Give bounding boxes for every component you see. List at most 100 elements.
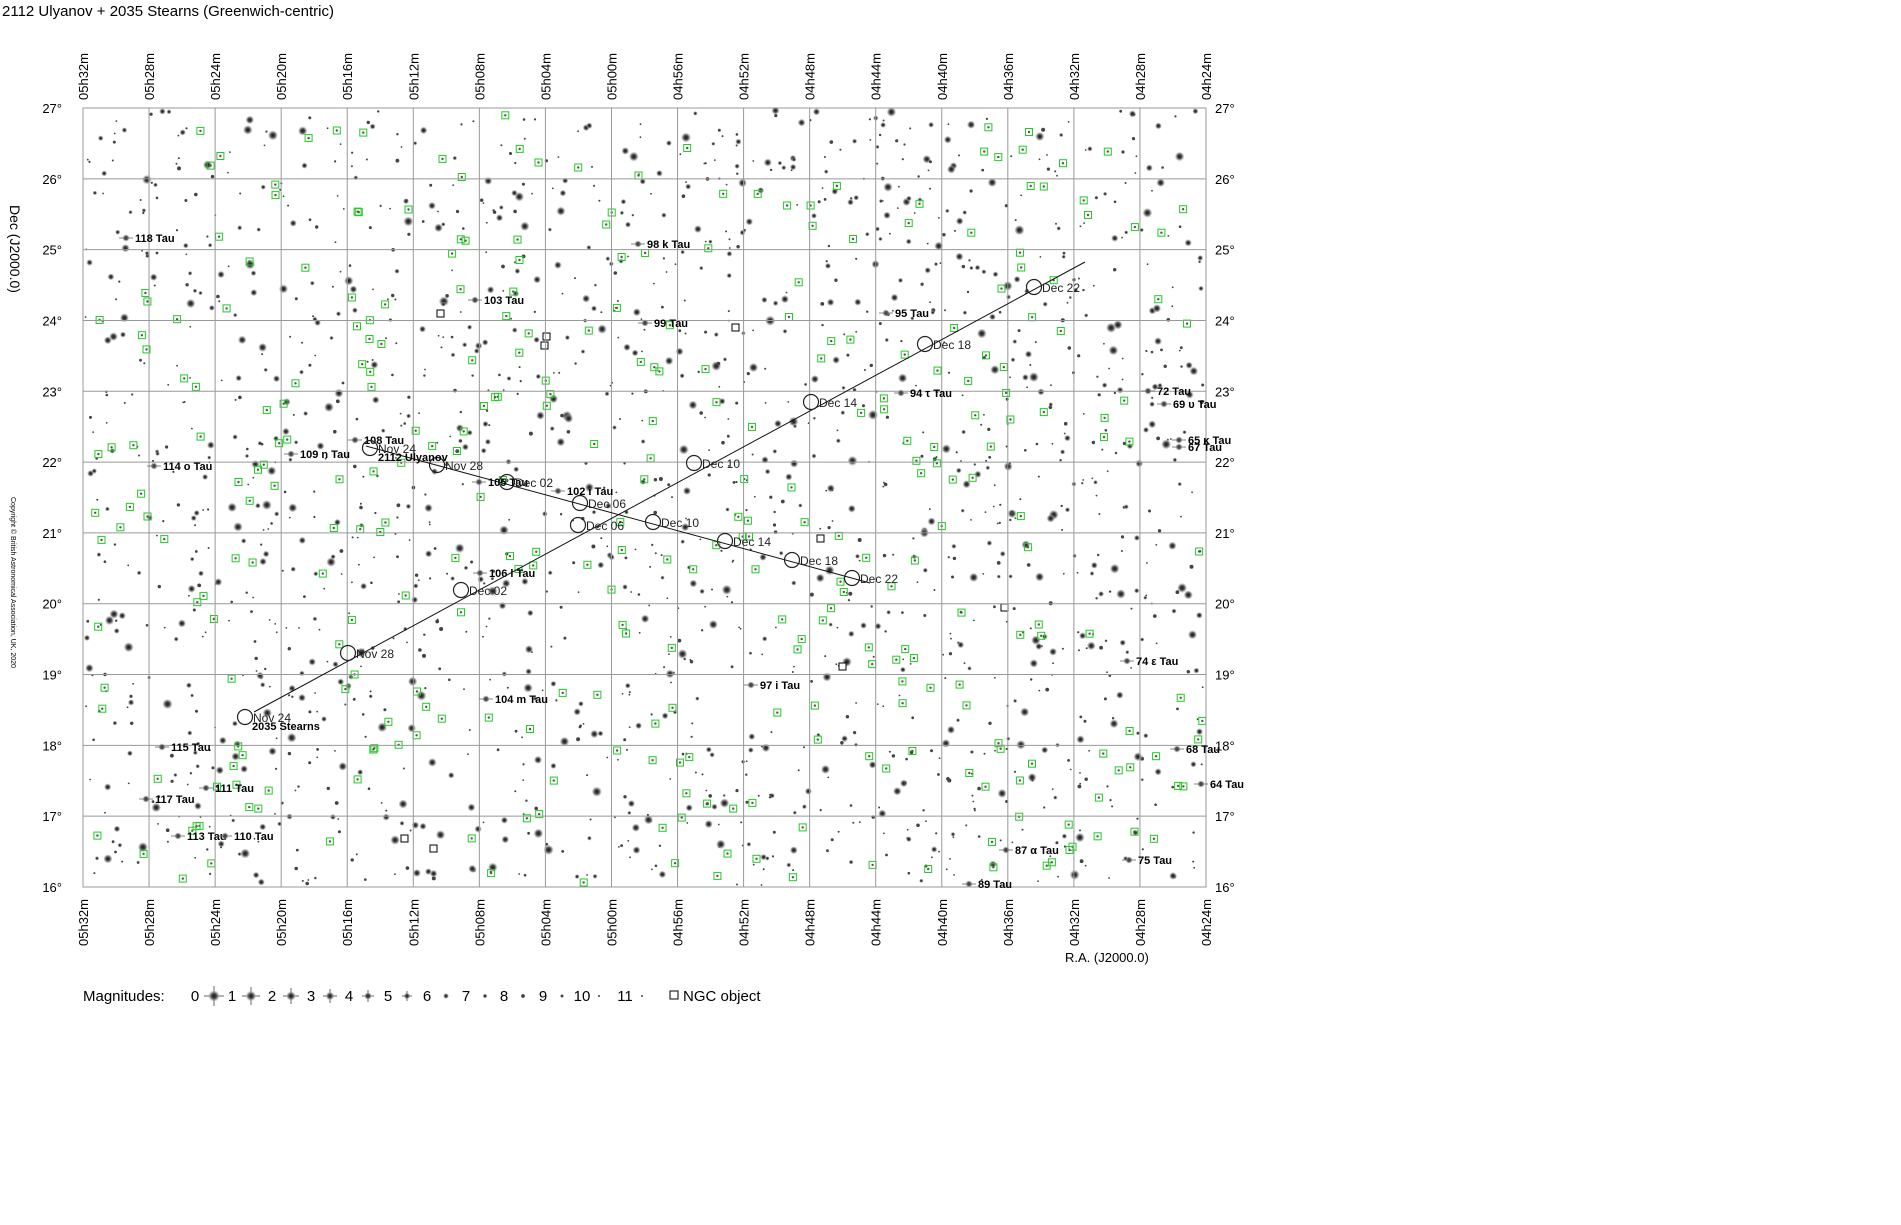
star [1081,482,1084,485]
ra-tick-label: 05h24m [208,899,223,946]
star [700,629,704,632]
star [232,720,238,727]
galaxy-dot [230,677,233,680]
star [826,484,835,493]
star [1151,396,1154,399]
star [103,560,107,563]
star [370,361,379,369]
star [684,332,687,335]
galaxy-dot [811,224,814,227]
star [451,269,453,272]
star [955,252,964,261]
star [550,762,557,769]
star [938,757,941,760]
star [574,874,580,879]
galaxy-marker [810,701,819,710]
star [326,127,329,130]
star [1167,438,1169,441]
star [829,140,834,144]
star [1012,607,1016,611]
star [303,411,308,416]
star [951,543,957,549]
star [679,153,682,156]
dec-tick-label: 26° [1215,172,1235,187]
galaxy-marker [318,569,327,578]
star [419,325,426,333]
star [630,591,633,593]
star [371,359,374,361]
star [294,297,298,301]
galaxy-marker [671,859,680,868]
star [269,685,271,688]
star [207,547,210,549]
galaxy-marker [849,235,857,243]
star [824,655,827,658]
star [961,429,966,435]
galaxy-dot [929,686,932,689]
star [407,232,411,236]
galaxy-marker [797,635,806,644]
star [484,177,493,185]
star [781,295,789,304]
galaxy-marker [367,382,376,391]
star-label: 117 Tau [155,794,195,806]
track-date: Dec 02 [515,476,553,490]
galaxy-marker [1037,631,1046,640]
stars [84,106,1207,887]
star [208,825,211,828]
star [399,412,402,415]
star [876,162,879,165]
galaxy-dot [621,623,624,627]
galaxy-dot [787,315,791,319]
galaxy-dot [265,408,268,412]
star [1106,470,1109,473]
star [585,483,594,492]
track-point [452,581,470,599]
galaxy-dot [839,580,842,583]
star [184,199,188,202]
star [316,756,319,759]
star [855,702,857,704]
galaxy-dot [525,817,529,820]
star [237,225,243,231]
star [424,503,433,513]
star [339,270,342,273]
star [691,722,694,725]
star [455,209,460,214]
star [491,577,494,580]
galaxy-marker [459,427,468,436]
star [989,860,997,868]
galaxy-dot [425,705,428,708]
star [989,313,996,321]
star [162,520,165,523]
galaxy-marker [534,158,543,167]
galaxy-marker [955,680,964,689]
star [1142,208,1153,218]
star [113,543,117,546]
legend-magnitude: 7 [462,988,470,1005]
star [313,490,316,493]
ra-tick-label: 04h48m [803,899,818,946]
galaxy-dot [624,632,628,635]
star [1103,342,1105,345]
star [900,779,908,787]
galaxy-dot [813,704,817,707]
star [1084,777,1088,781]
star [482,202,485,205]
star [720,549,723,552]
galaxy-dot [678,761,682,764]
star [942,233,946,237]
galaxy-marker [245,803,254,812]
star [640,439,646,444]
star [458,439,463,443]
galaxy-dot [1050,861,1054,864]
star [395,342,398,345]
star [1109,799,1112,802]
star [643,328,646,331]
star [1163,364,1167,368]
star [764,367,767,370]
star [1057,875,1059,878]
star [496,748,500,752]
star [1116,691,1124,699]
star [793,665,795,668]
